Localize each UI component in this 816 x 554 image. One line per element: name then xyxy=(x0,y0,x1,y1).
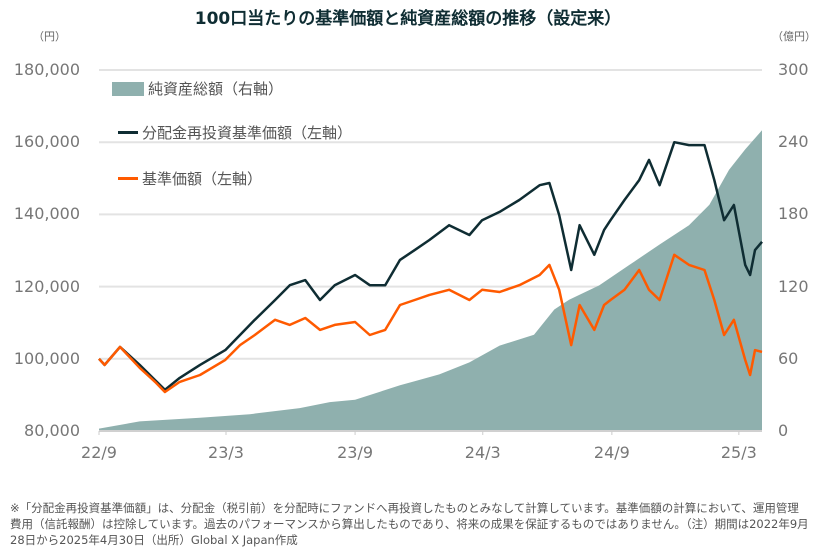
left-axis-unit: （円） xyxy=(33,30,66,43)
legend-swatch-line xyxy=(118,131,138,134)
y-right-tick-label: 0 xyxy=(778,421,789,440)
x-tick-label: 24/3 xyxy=(464,443,501,462)
y-left-tick-label: 120,000 xyxy=(13,276,80,296)
y-right-tick-label: 240 xyxy=(778,132,809,152)
chart-canvas xyxy=(98,69,763,435)
y-left-tick-label: 140,000 xyxy=(13,204,80,224)
legend-label: 分配金再投資基準価額（左軸） xyxy=(142,124,353,142)
footnote: ※「分配金再投資基準価額」は、分配金（税引前）を分配時にファンドへ再投資したもの… xyxy=(10,501,809,547)
legend-label: 基準価額（左軸） xyxy=(142,170,263,188)
y-left-tick-label: 180,000 xyxy=(13,60,80,79)
x-tick-label: 23/9 xyxy=(337,443,374,462)
y-right-tick-label: 120 xyxy=(778,276,809,296)
series-line-nav xyxy=(98,253,763,394)
y-left-tick-label: 160,000 xyxy=(13,132,80,152)
y-right-tick-label: 300 xyxy=(778,60,809,79)
legend-item-net-assets: 純資産総額（右軸） xyxy=(112,78,283,99)
right-axis-unit: （億円） xyxy=(772,30,816,43)
legend-swatch-line xyxy=(118,177,138,180)
legend-item-nav: 基準価額（左軸） xyxy=(118,168,262,189)
series-line-reinvested-nav xyxy=(98,140,763,392)
y-right-tick-label: 60 xyxy=(778,348,799,368)
series-area-net-assets xyxy=(99,130,762,431)
legend-swatch-area xyxy=(112,81,144,96)
legend-item-reinvested-nav: 分配金再投資基準価額（左軸） xyxy=(118,122,352,143)
y-right-tick-label: 180 xyxy=(778,204,809,224)
y-left-tick-label: 100,000 xyxy=(13,348,80,368)
x-tick-label: 23/3 xyxy=(208,443,244,462)
y-left-tick-label: 80,000 xyxy=(24,421,80,440)
legend-label: 純資産総額（右軸） xyxy=(148,80,284,98)
x-tick-label: 22/9 xyxy=(81,443,117,462)
x-tick-label: 24/9 xyxy=(593,443,630,462)
chart-title: 100口当たりの基準価額と純資産総額の推移（設定来） xyxy=(194,9,622,29)
x-tick-label: 25/3 xyxy=(720,443,757,462)
